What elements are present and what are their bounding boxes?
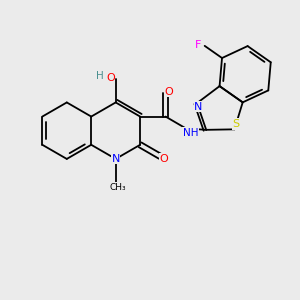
Text: N: N [194, 102, 203, 112]
Text: NH: NH [183, 128, 198, 138]
Text: F: F [195, 40, 201, 50]
Text: O: O [164, 87, 173, 97]
Text: H: H [96, 71, 104, 81]
Text: O: O [106, 73, 115, 83]
Text: O: O [159, 154, 168, 164]
Text: S: S [232, 119, 239, 129]
Text: CH₃: CH₃ [110, 183, 126, 192]
Text: N: N [112, 154, 120, 164]
